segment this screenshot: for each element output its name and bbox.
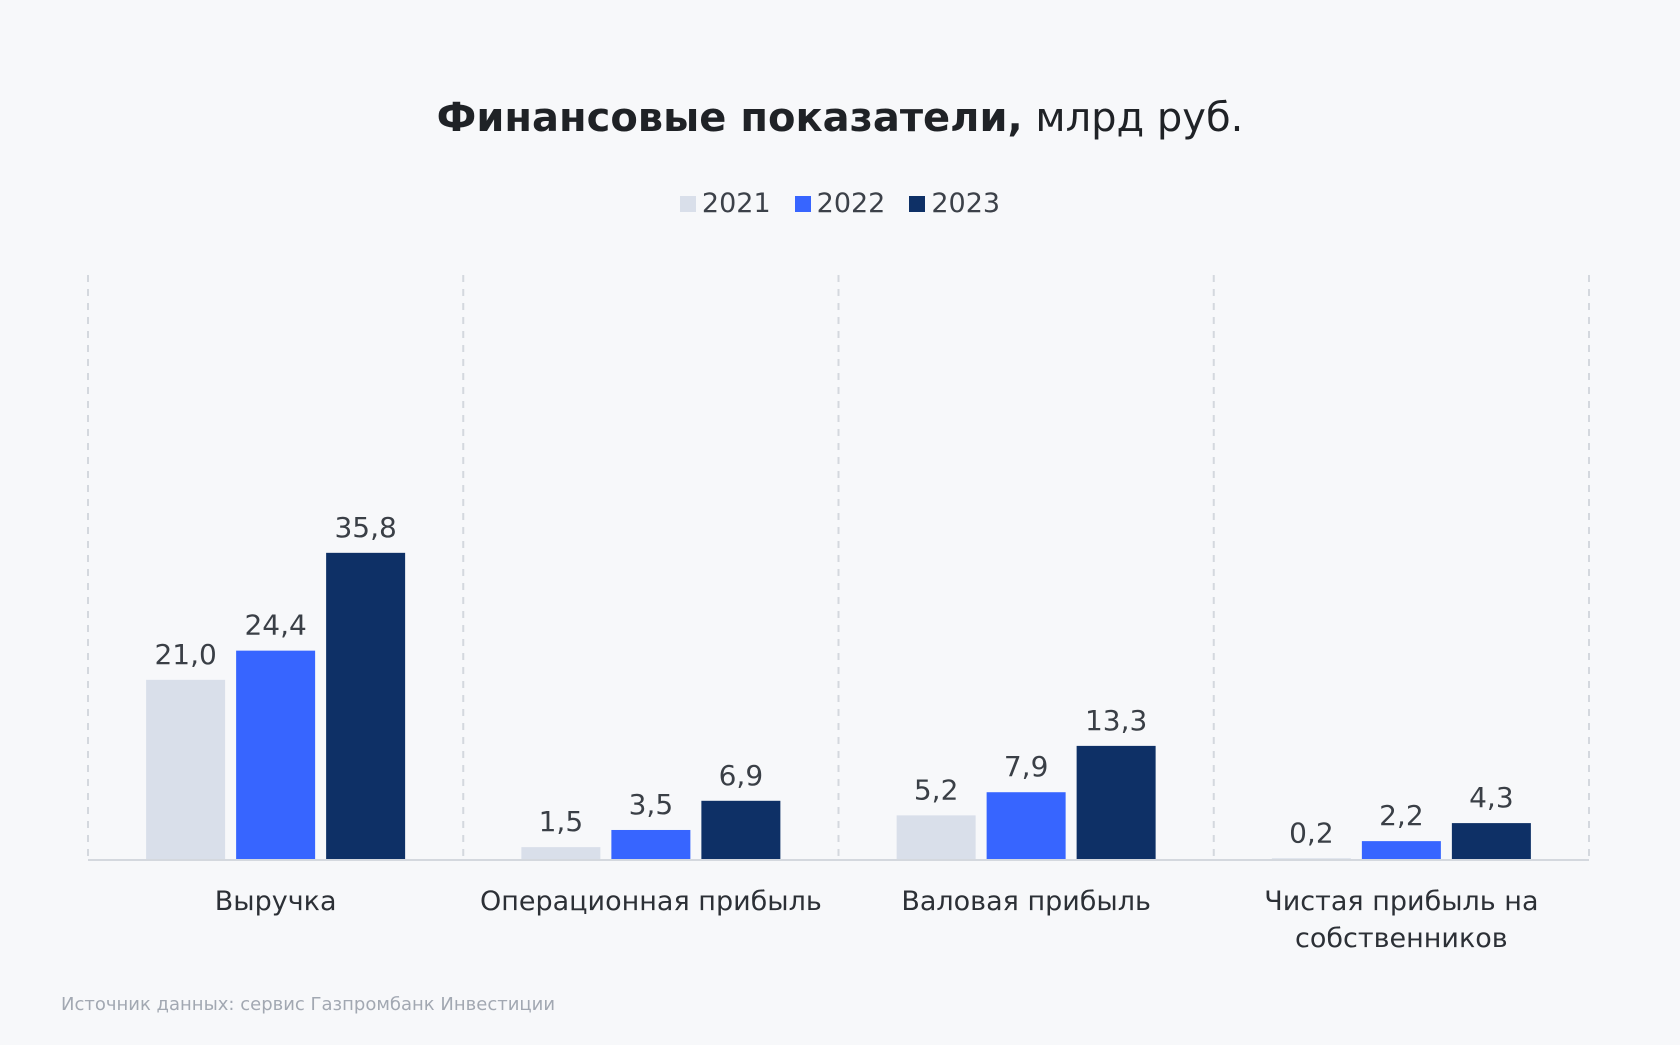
- category-label: Валовая прибыль: [901, 886, 1151, 917]
- legend-item-2023: 2023: [909, 188, 1000, 219]
- data-label: 3,5: [629, 788, 674, 821]
- bar-2021-2: [521, 847, 601, 860]
- bar-2023-2: [701, 800, 781, 860]
- bar-2022-1: [236, 650, 316, 860]
- chart-title: Финансовые показатели, млрд руб.: [0, 95, 1680, 141]
- data-label: 35,8: [334, 511, 396, 544]
- legend-item-2021: 2021: [679, 188, 771, 219]
- data-label: 21,0: [154, 638, 216, 671]
- bar-2023-4: [1451, 823, 1531, 860]
- legend-swatch-2021: [679, 195, 696, 212]
- source-note: Источник данных: сервис Газпромбанк Инве…: [61, 994, 556, 1015]
- data-label: 4,3: [1469, 781, 1514, 814]
- category-label: собственников: [1295, 923, 1508, 954]
- bar-2021-3: [896, 815, 976, 860]
- data-label: 2,2: [1379, 799, 1424, 832]
- bar-2023-1: [326, 552, 406, 860]
- bar-2021-1: [146, 679, 226, 860]
- legend-label-2021: 2021: [701, 188, 771, 219]
- bar-2023-3: [1076, 745, 1156, 860]
- bar-2022-3: [986, 792, 1066, 860]
- data-label: 5,2: [914, 773, 959, 806]
- legend-swatch-2022: [794, 195, 811, 212]
- data-label: 7,9: [1004, 750, 1049, 783]
- legend-item-2022: 2022: [794, 188, 886, 219]
- data-label: 13,3: [1085, 704, 1147, 737]
- legend-swatch-2023: [909, 195, 926, 212]
- bar-2022-2: [611, 829, 691, 860]
- category-label: Операционная прибыль: [480, 886, 822, 917]
- data-label: 6,9: [719, 759, 764, 792]
- legend-label-2022: 2022: [816, 188, 886, 219]
- chart-title-bold: Финансовые показатели,: [436, 95, 1023, 141]
- data-label: 24,4: [244, 609, 306, 642]
- bar-2022-4: [1361, 841, 1441, 860]
- data-label: 0,2: [1289, 816, 1334, 849]
- chart-title-unit: млрд руб.: [1035, 95, 1244, 141]
- data-label: 1,5: [539, 805, 584, 838]
- legend-label-2023: 2023: [931, 188, 1001, 219]
- legend: 2021 2022 2023: [0, 188, 1680, 219]
- category-label: Чистая прибыль на: [1264, 886, 1538, 917]
- category-label: Выручка: [215, 886, 337, 917]
